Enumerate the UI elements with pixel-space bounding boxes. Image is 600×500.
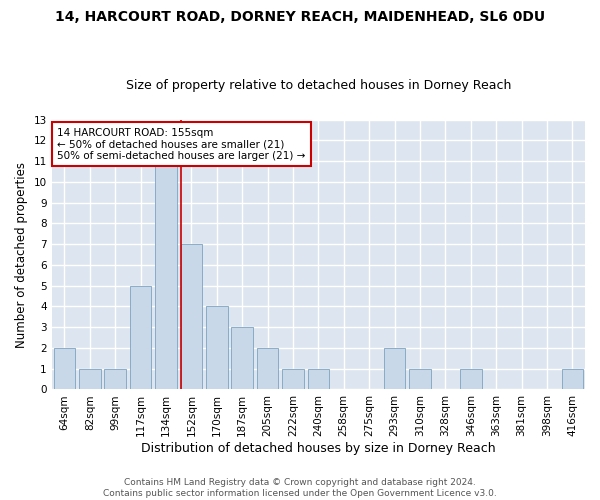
Bar: [308, 368, 329, 390]
X-axis label: Distribution of detached houses by size in Dorney Reach: Distribution of detached houses by size …: [141, 442, 496, 455]
Bar: [104, 368, 126, 390]
Bar: [409, 368, 431, 390]
Bar: [206, 306, 227, 390]
Bar: [79, 368, 101, 390]
Text: 14, HARCOURT ROAD, DORNEY REACH, MAIDENHEAD, SL6 0DU: 14, HARCOURT ROAD, DORNEY REACH, MAIDENH…: [55, 10, 545, 24]
Y-axis label: Number of detached properties: Number of detached properties: [15, 162, 28, 348]
Bar: [384, 348, 406, 390]
Title: Size of property relative to detached houses in Dorney Reach: Size of property relative to detached ho…: [125, 79, 511, 92]
Bar: [257, 348, 278, 390]
Bar: [53, 348, 75, 390]
Bar: [232, 327, 253, 390]
Bar: [562, 368, 583, 390]
Bar: [155, 161, 177, 390]
Bar: [282, 368, 304, 390]
Bar: [181, 244, 202, 390]
Bar: [460, 368, 482, 390]
Text: 14 HARCOURT ROAD: 155sqm
← 50% of detached houses are smaller (21)
50% of semi-d: 14 HARCOURT ROAD: 155sqm ← 50% of detach…: [57, 128, 305, 161]
Text: Contains HM Land Registry data © Crown copyright and database right 2024.
Contai: Contains HM Land Registry data © Crown c…: [103, 478, 497, 498]
Bar: [130, 286, 151, 390]
